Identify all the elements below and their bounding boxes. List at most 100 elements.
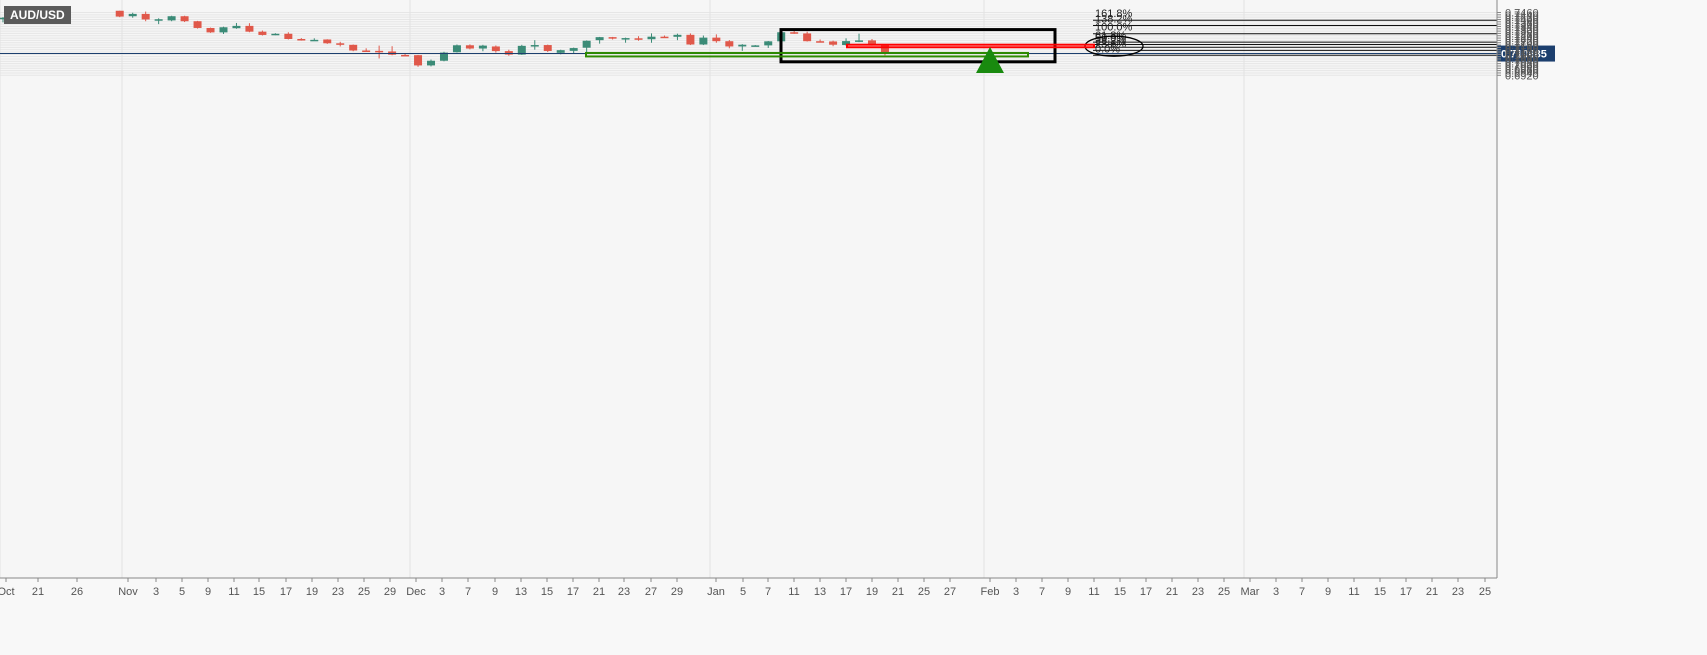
candle-down [465, 45, 474, 49]
y-tick-label: 0.6980 [1505, 63, 1539, 75]
x-tick-label: Jan [707, 586, 725, 598]
candle-up [439, 52, 448, 61]
candle-up [219, 27, 228, 33]
x-tick-label: 21 [593, 586, 605, 598]
candle-up [167, 16, 176, 21]
y-tick-label: 0.7220 [1505, 35, 1539, 47]
candle-down [660, 36, 669, 39]
x-tick-label: Dec [406, 586, 426, 598]
candle-down [193, 21, 202, 28]
candle-up [310, 39, 319, 42]
x-tick-label: 17 [280, 586, 292, 598]
candle-up [0, 17, 7, 20]
symbol-badge: AUD/USD [4, 6, 71, 24]
candle-down [401, 54, 410, 57]
candle-up [582, 40, 591, 48]
candle-up [556, 50, 565, 53]
candle-up [738, 44, 747, 47]
y-tick-label: 0.7060 [1505, 54, 1539, 66]
candle-down [362, 50, 371, 53]
x-tick-label: 15 [541, 586, 553, 598]
y-tick-label: 0.7020 [1505, 59, 1539, 71]
x-tick-label: 3 [153, 586, 159, 598]
candle-down [880, 45, 889, 54]
grid-layer [0, 0, 1497, 578]
candle-down [180, 16, 189, 22]
x-tick-label: 21 [1166, 586, 1178, 598]
x-tick-label: 23 [618, 586, 630, 598]
y-tick-label: 0.7040 [1505, 56, 1539, 68]
x-tick-label: 9 [1325, 586, 1331, 598]
x-tick-label: 13 [515, 586, 527, 598]
y-tick-label: 0.7120 [1505, 47, 1539, 59]
x-tick-label: 5 [179, 586, 185, 598]
x-tick-label: 15 [1374, 586, 1386, 598]
y-tick-label: 0.7360 [1505, 19, 1539, 31]
candle-up [517, 45, 526, 55]
y-tick-label: 0.7260 [1505, 31, 1539, 43]
y-tick-label: 0.7140 [1505, 45, 1539, 57]
candle-down [336, 43, 345, 45]
y-tick-label: 0.7100 [1505, 49, 1539, 61]
x-tick-label: Mar [1241, 586, 1260, 598]
x-tick-label: 11 [1348, 586, 1359, 598]
x-tick-label: 29 [671, 586, 683, 598]
last-price-label: 0.710685 [1501, 49, 1547, 61]
candle-down [245, 25, 254, 32]
y-tick-label: 0.7420 [1505, 12, 1539, 24]
x-tick-label: 7 [1039, 586, 1045, 598]
y-tick-label: 0.7440 [1505, 10, 1539, 22]
x-tick-label: 26 [71, 586, 83, 598]
x-tick-label: 25 [918, 586, 930, 598]
candle-up [530, 45, 539, 47]
candle-down [206, 27, 215, 33]
x-tick-label: 21 [892, 586, 904, 598]
y-tick-label: 0.6960 [1505, 66, 1539, 78]
candle-up [232, 25, 241, 29]
x-tick-label: 11 [1088, 586, 1099, 598]
x-tick-label: 7 [1299, 586, 1305, 598]
candle-up [699, 37, 708, 45]
candle-down [349, 44, 358, 51]
x-tick-label: 7 [465, 586, 471, 598]
x-tick-label: 15 [1114, 586, 1126, 598]
x-tick-label: 25 [358, 586, 370, 598]
candle-down [712, 37, 721, 42]
y-tick-label: 0.7200 [1505, 38, 1539, 50]
candle-up [673, 34, 682, 37]
candle-down [258, 31, 267, 35]
y-tick-label: 0.6940 [1505, 68, 1539, 80]
x-tick-label: 11 [228, 586, 239, 598]
x-tick-label: Nov [118, 586, 138, 598]
candle-up [595, 37, 604, 41]
candle-down [543, 45, 552, 51]
candle-up [452, 45, 461, 53]
candle-down [829, 41, 838, 45]
y-tick-label: 0.7460 [1505, 8, 1539, 20]
resistance-box-red [846, 43, 1095, 49]
candle-down [323, 39, 332, 44]
x-tick-label: 27 [944, 586, 956, 598]
fib-level-label: 138.2% [1095, 13, 1133, 25]
x-tick-label: 17 [840, 586, 852, 598]
x-tick-label: 27 [645, 586, 657, 598]
candle-down [725, 41, 734, 47]
candle-up [855, 40, 864, 42]
candle-down [375, 50, 384, 53]
x-tick-label: Oct [0, 586, 15, 598]
x-tick-label: 17 [1400, 586, 1412, 598]
x-tick-label: 9 [492, 586, 498, 598]
x-tick-label: 17 [567, 586, 579, 598]
x-tick-label: 15 [253, 586, 265, 598]
axis-layer: 0.74600.74400.74200.74000.73800.73600.73… [0, 0, 1539, 598]
candle-up [569, 48, 578, 51]
y-tick-label: 0.7000 [1505, 61, 1539, 73]
x-tick-label: 25 [1479, 586, 1491, 598]
y-tick-label: 0.7400 [1505, 14, 1539, 26]
candle-up [842, 41, 851, 46]
candle-down [491, 46, 500, 52]
x-tick-label: 9 [1065, 586, 1071, 598]
candle-up [621, 38, 630, 40]
